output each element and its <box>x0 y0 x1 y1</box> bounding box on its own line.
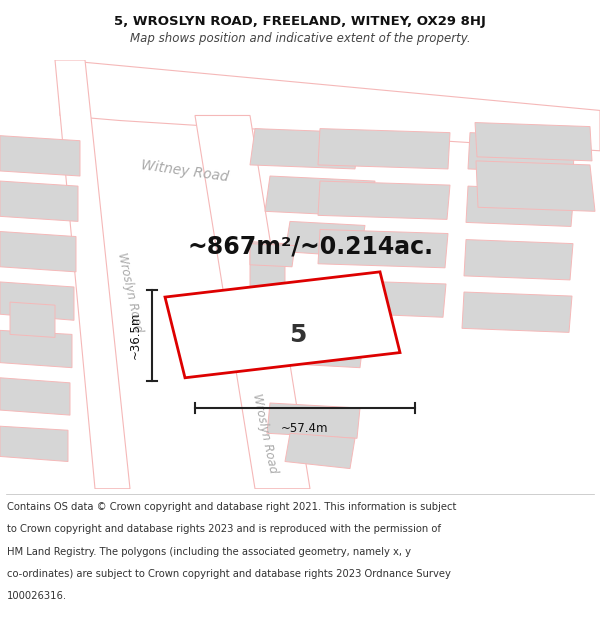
Polygon shape <box>285 221 365 257</box>
Polygon shape <box>464 239 573 280</box>
Polygon shape <box>0 282 74 320</box>
Polygon shape <box>250 242 285 292</box>
Polygon shape <box>468 132 575 173</box>
Text: Map shows position and indicative extent of the property.: Map shows position and indicative extent… <box>130 32 470 45</box>
Polygon shape <box>195 116 310 489</box>
Polygon shape <box>10 302 55 338</box>
Polygon shape <box>0 426 68 461</box>
Polygon shape <box>267 302 365 332</box>
Text: to Crown copyright and database rights 2023 and is reproduced with the permissio: to Crown copyright and database rights 2… <box>7 524 441 534</box>
Polygon shape <box>60 60 600 151</box>
Text: 5, WROSLYN ROAD, FREELAND, WITNEY, OX29 8HJ: 5, WROSLYN ROAD, FREELAND, WITNEY, OX29 … <box>114 15 486 28</box>
Text: Contains OS data © Crown copyright and database right 2021. This information is : Contains OS data © Crown copyright and d… <box>7 503 457 512</box>
Text: 5: 5 <box>289 323 306 347</box>
Polygon shape <box>466 186 574 226</box>
Polygon shape <box>267 403 360 438</box>
Polygon shape <box>165 272 400 378</box>
Text: ~867m²/~0.214ac.: ~867m²/~0.214ac. <box>187 234 433 259</box>
Text: Wroslyn Road: Wroslyn Road <box>115 251 145 333</box>
Polygon shape <box>462 292 572 332</box>
Text: ~36.5m: ~36.5m <box>129 312 142 359</box>
Text: Witney Road: Witney Road <box>140 158 230 184</box>
Polygon shape <box>318 129 450 169</box>
Text: Wroslyn Road: Wroslyn Road <box>250 392 280 474</box>
Polygon shape <box>265 176 375 216</box>
Polygon shape <box>0 181 78 221</box>
Polygon shape <box>0 378 70 415</box>
Text: HM Land Registry. The polygons (including the associated geometry, namely x, y: HM Land Registry. The polygons (includin… <box>7 546 411 556</box>
Polygon shape <box>475 122 592 161</box>
Text: 100026316.: 100026316. <box>7 591 67 601</box>
Polygon shape <box>285 433 355 469</box>
Polygon shape <box>250 129 360 169</box>
Polygon shape <box>318 229 448 268</box>
Polygon shape <box>318 181 450 219</box>
Polygon shape <box>250 244 295 267</box>
Polygon shape <box>0 331 72 367</box>
Polygon shape <box>0 231 76 272</box>
Text: ~57.4m: ~57.4m <box>281 422 329 435</box>
Polygon shape <box>318 280 446 318</box>
Polygon shape <box>55 60 130 489</box>
Polygon shape <box>476 161 595 211</box>
Polygon shape <box>267 338 363 367</box>
Text: co-ordinates) are subject to Crown copyright and database rights 2023 Ordnance S: co-ordinates) are subject to Crown copyr… <box>7 569 451 579</box>
Polygon shape <box>0 136 80 176</box>
